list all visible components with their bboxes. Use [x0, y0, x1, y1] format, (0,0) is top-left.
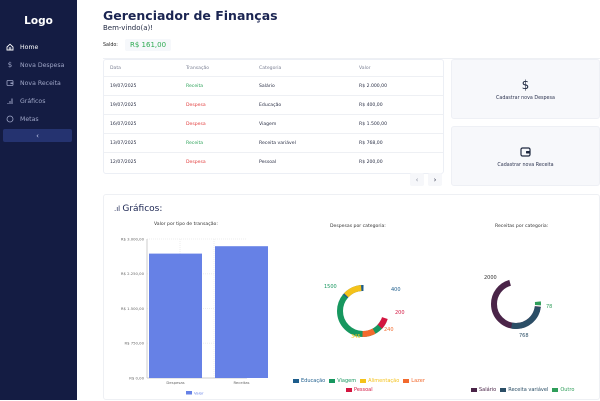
table-row[interactable]: 19/07/2025 Despesa Educação R$ 400,00	[104, 96, 443, 115]
prev-page-button[interactable]: ‹	[410, 173, 424, 186]
new-income-label: Cadastrar nova Receita	[497, 162, 554, 168]
sidebar: Logo Home $ Nova Despesa Nova Receita Gr…	[0, 0, 77, 400]
sidebar-item-nova-receita[interactable]: Nova Receita	[0, 74, 77, 92]
charts-title: .ıl Gráficos:	[114, 204, 163, 214]
new-expense-label: Cadastrar nova Despesa	[496, 95, 555, 101]
table-header: Data Transação Categoria Valor	[104, 60, 443, 77]
column-header-date: Data	[110, 65, 121, 71]
column-header-category: Categoria	[259, 65, 282, 71]
sidebar-item-label: Gráficos	[20, 97, 46, 105]
divider	[103, 58, 600, 59]
bar-chart-title: Valor por tipo de transação:	[154, 222, 218, 227]
svg-text:R$ 0,00: R$ 0,00	[129, 376, 144, 381]
table-row[interactable]: 19/07/2025 Receita Salário R$ 2.000,00	[104, 77, 443, 96]
svg-text:78: 78	[546, 304, 552, 310]
bar-chart-icon: .ıl	[114, 205, 123, 213]
cell-category: Educação	[259, 102, 282, 108]
cell-date: 12/07/2025	[110, 160, 137, 165]
wallet-icon	[6, 79, 14, 87]
cell-value: R$ 1.500,00	[359, 121, 388, 127]
dollar-icon: $	[7, 61, 13, 69]
charts-section: .ıl Gráficos: Valor por tipo de transaçã…	[103, 194, 600, 400]
target-icon	[6, 115, 14, 123]
svg-text:768: 768	[519, 333, 529, 339]
new-expense-button[interactable]: $ Cadastrar nova Despesa	[451, 59, 600, 119]
income-chart-title: Receitas por categoria:	[495, 224, 549, 229]
chevron-right-icon: ›	[433, 175, 437, 184]
cell-date: 19/07/2025	[110, 102, 137, 108]
sidebar-item-home[interactable]: Home	[0, 38, 77, 56]
sidebar-item-graficos[interactable]: Gráficos	[0, 92, 77, 110]
page-title: Gerenciador de Finanças	[103, 8, 278, 23]
sidebar-item-label: Nova Receita	[20, 79, 61, 87]
cell-category: Receita variável	[259, 140, 296, 146]
cell-date: 19/07/2025	[110, 83, 137, 89]
svg-text:240: 240	[384, 327, 394, 333]
cell-category: Salário	[259, 83, 275, 89]
svg-text:R$ 2.250,00: R$ 2.250,00	[121, 271, 145, 276]
svg-text:345: 345	[351, 334, 361, 340]
bar-chart-icon	[6, 97, 14, 105]
cell-category: Viagem	[259, 121, 277, 127]
bar-despesas	[149, 253, 202, 378]
column-header-transaction: Transação	[186, 65, 210, 71]
table-row[interactable]: 16/07/2025 Despesa Viagem R$ 1.500,00	[104, 115, 443, 134]
svg-text:1500: 1500	[324, 284, 337, 290]
table-row[interactable]: 13/07/2025 Receita Receita variável R$ 7…	[104, 134, 443, 153]
svg-text:Receitas: Receitas	[233, 380, 249, 385]
svg-text:2000: 2000	[484, 275, 497, 281]
svg-text:Valor: Valor	[194, 391, 204, 396]
sidebar-item-nova-despesa[interactable]: $ Nova Despesa	[0, 56, 77, 74]
cell-value: R$ 200,00	[359, 160, 383, 165]
cell-transaction-type: Despesa	[186, 160, 206, 165]
wallet-icon	[520, 145, 531, 159]
logo: Logo	[24, 15, 53, 27]
cell-transaction-type: Receita	[186, 83, 204, 89]
cell-transaction-type: Despesa	[186, 121, 206, 127]
bar-chart: R$ 3.000,00 R$ 2.250,00 R$ 1.500,00 R$ 7…	[121, 237, 268, 396]
svg-text:R$ 1.500,00: R$ 1.500,00	[121, 306, 145, 311]
cell-value: R$ 2.000,00	[359, 83, 388, 89]
main-content: Gerenciador de Finanças Bem-vindo(a)! Sa…	[77, 0, 600, 400]
cell-date: 16/07/2025	[110, 121, 137, 127]
balance-label: Saldo:	[103, 43, 118, 48]
expense-legend-row2: Pessoal	[346, 387, 377, 393]
expense-legend: Educação Viagem Alimentação Lazer	[293, 378, 429, 384]
transactions-table: Data Transação Categoria Valor 19/07/202…	[103, 59, 444, 174]
cell-value: R$ 768,00	[359, 140, 383, 146]
svg-text:R$ 3.000,00: R$ 3.000,00	[121, 237, 145, 242]
expense-donut-chart: 1500 400 200 240 345	[324, 284, 405, 340]
next-page-button[interactable]: ›	[428, 173, 442, 186]
dollar-icon: $	[521, 77, 530, 92]
income-legend: Salário Receita variável Outro	[471, 387, 578, 393]
cell-transaction-type: Receita	[186, 140, 204, 146]
svg-text:400: 400	[391, 287, 401, 293]
expense-chart-title: Despesas por categoria:	[330, 224, 386, 229]
table-row[interactable]: 12/07/2025 Despesa Pessoal R$ 200,00	[104, 153, 443, 172]
chevron-left-icon: ‹	[415, 175, 419, 184]
svg-text:Despesas: Despesas	[166, 380, 184, 385]
cell-date: 13/07/2025	[110, 140, 137, 146]
welcome-text: Bem-vindo(a)!	[103, 24, 154, 32]
collapse-sidebar-button[interactable]: ‹	[3, 129, 72, 142]
svg-text:R$ 750,00: R$ 750,00	[124, 341, 144, 346]
sidebar-item-label: Nova Despesa	[20, 61, 65, 69]
income-donut-chart: 2000 78 768	[484, 275, 552, 339]
sidebar-item-label: Metas	[20, 115, 39, 123]
cell-transaction-type: Despesa	[186, 102, 206, 108]
sidebar-item-metas[interactable]: Metas	[0, 110, 77, 128]
sidebar-item-label: Home	[20, 43, 39, 51]
sidebar-nav: Home $ Nova Despesa Nova Receita Gráfico…	[0, 38, 77, 128]
balance-badge: R$ 161,00	[125, 39, 172, 51]
cell-value: R$ 400,00	[359, 102, 383, 108]
bar-receitas	[215, 246, 268, 378]
column-header-value: Valor	[359, 65, 371, 71]
svg-text:200: 200	[395, 310, 405, 316]
chevron-left-icon: ‹	[36, 131, 39, 140]
home-icon	[6, 43, 14, 51]
new-income-button[interactable]: Cadastrar nova Receita	[451, 126, 600, 186]
cell-category: Pessoal	[259, 160, 277, 165]
